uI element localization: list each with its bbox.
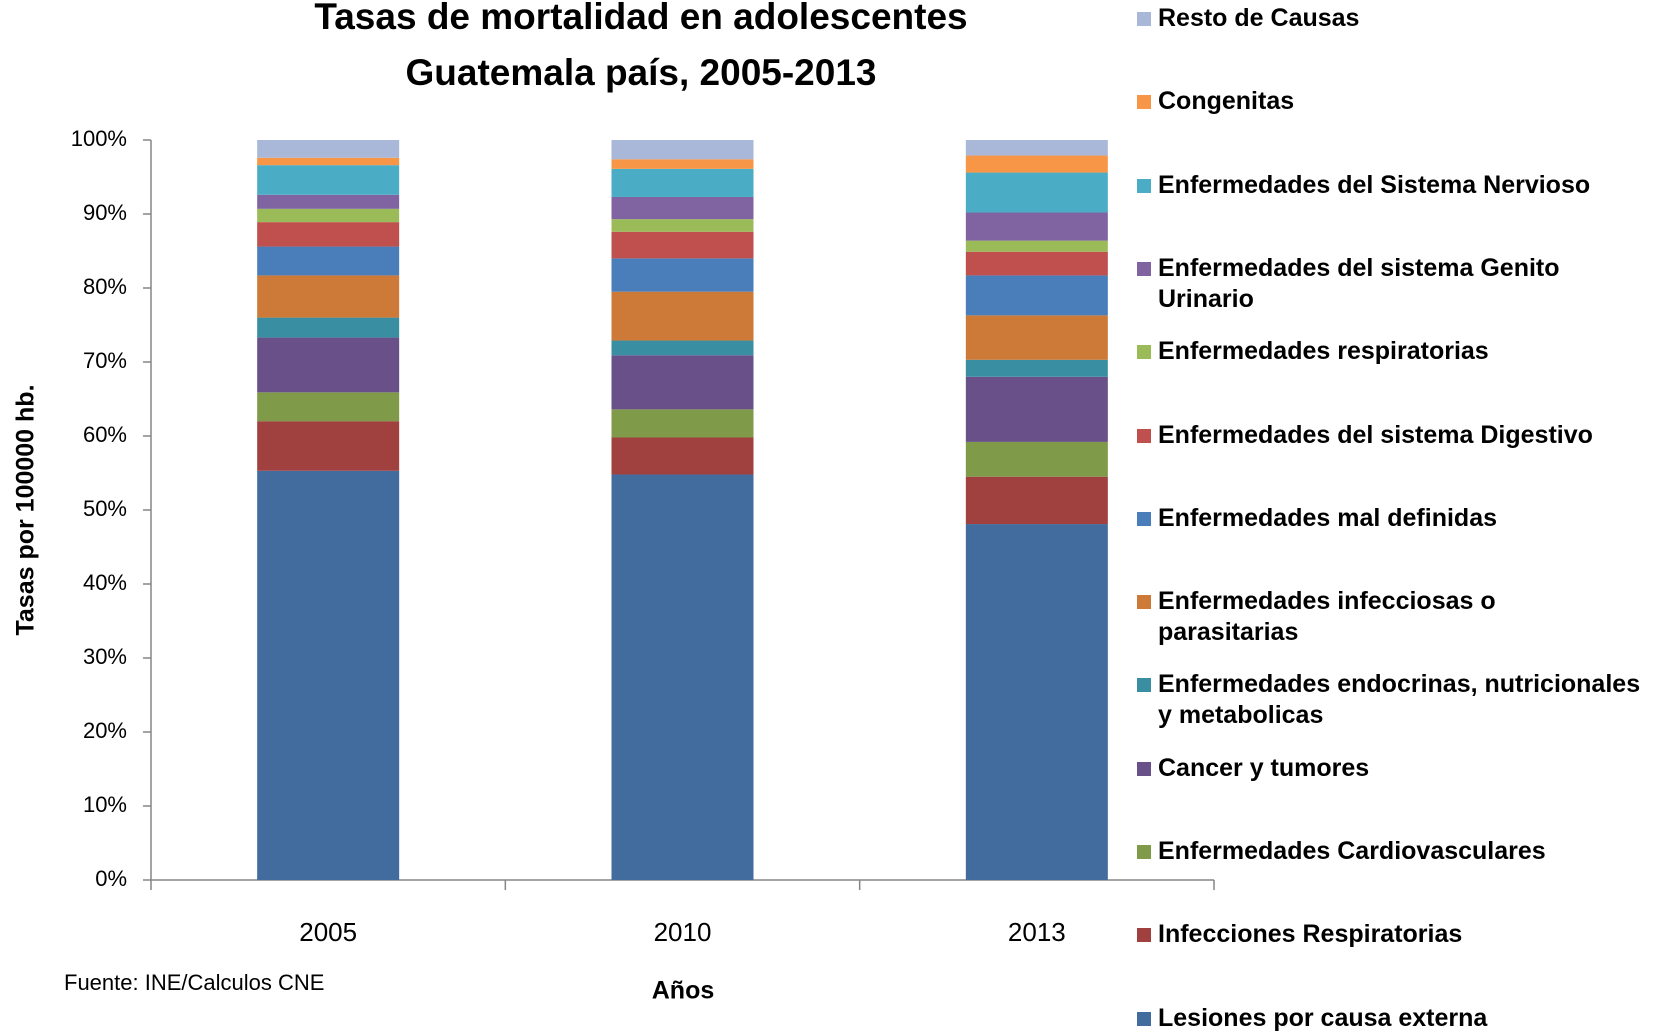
bar-segment — [611, 196, 754, 220]
legend-label: Resto de Causas — [1158, 4, 1360, 32]
x-tick-label: 2010 — [654, 917, 712, 947]
bar-segment — [965, 172, 1108, 213]
legend-item: Resto de Causas — [1137, 3, 1642, 34]
legend-item: Enfermedades Cardiovasculares — [1137, 836, 1642, 867]
legend-label: Enfermedades respiratorias — [1158, 337, 1489, 366]
bar-segment — [965, 441, 1108, 477]
legend-label: Infecciones Respiratorias — [1158, 920, 1463, 949]
legend-swatch — [1137, 12, 1151, 26]
y-axis-title: Tasas por 100000 hb. — [12, 384, 40, 635]
legend-label: Enfermedades endocrinas, nutricionales y… — [1158, 670, 1641, 730]
legend-label: Cancer y tumores — [1158, 753, 1370, 782]
legend-swatch — [1137, 428, 1151, 443]
legend-item: Infecciones Respiratorias — [1137, 919, 1642, 950]
legend-swatch — [1137, 178, 1151, 193]
legend-label: Enfermedades infecciosas o parasitarias — [1158, 587, 1496, 647]
bar-segment — [965, 240, 1108, 252]
bar-segment — [965, 275, 1108, 316]
bar-segment — [257, 222, 400, 247]
legend-item: Cancer y tumores — [1137, 753, 1642, 784]
bar-segment — [611, 409, 754, 438]
legend-label: Enfermedades del Sistema Nervioso — [1158, 170, 1591, 199]
bar-segment — [611, 168, 754, 197]
bar-segment — [965, 212, 1108, 241]
y-tick-label: 20% — [83, 718, 127, 743]
bar-segment — [257, 275, 400, 318]
bar-segment — [965, 476, 1108, 525]
bar-segment — [611, 159, 754, 169]
bar-segment — [611, 219, 754, 232]
bar-segment — [257, 140, 400, 158]
bar-segment — [611, 355, 754, 410]
x-axis-title: Años — [652, 977, 715, 1005]
bar-segment — [965, 155, 1108, 173]
y-tick-label: 30% — [83, 644, 127, 669]
legend-swatch — [1137, 928, 1151, 943]
y-tick-label: 40% — [83, 570, 127, 595]
bar-segment — [257, 421, 400, 471]
chart-subtitle: Guatemala país, 2005-2013 — [405, 52, 876, 93]
y-tick-label: 10% — [83, 792, 127, 817]
bar-segment — [611, 258, 754, 292]
bar-segment — [257, 194, 400, 209]
legend-item: Enfermedades endocrinas, nutricionales y… — [1137, 669, 1642, 731]
bar-segment — [611, 340, 754, 356]
legend-item: Enfermedades mal definidas — [1137, 503, 1642, 534]
bar-segment — [965, 524, 1108, 880]
legend-swatch — [1137, 95, 1151, 110]
legend-item: Enfermedades del Sistema Nervioso — [1137, 170, 1642, 201]
y-tick-label: 50% — [83, 496, 127, 521]
legend-swatch — [1137, 261, 1151, 276]
bar-segment — [611, 231, 754, 259]
legend-item: Lesiones por causa externa — [1137, 1003, 1642, 1034]
x-tick-label: 2013 — [1008, 917, 1066, 947]
bar-segment — [611, 291, 754, 341]
legend-item: Congenitas — [1137, 86, 1642, 117]
bar-segment — [257, 470, 400, 880]
legend-swatch — [1137, 1011, 1151, 1026]
y-tick-label: 90% — [83, 200, 127, 225]
legend-item: Enfermedades infecciosas o parasitarias — [1137, 586, 1642, 648]
legend-swatch — [1137, 761, 1151, 776]
y-tick-label: 100% — [71, 126, 127, 151]
bar-segment — [611, 140, 754, 160]
x-tick-label: 2005 — [299, 917, 357, 947]
bar-segment — [257, 337, 400, 393]
bar-segment — [611, 437, 754, 475]
source-note: Fuente: INE/Calculos CNE — [64, 970, 324, 995]
legend-label: Enfermedades Cardiovasculares — [1158, 837, 1546, 865]
bar-segment — [257, 157, 400, 166]
legend-swatch — [1137, 595, 1151, 610]
legend-item: Enfermedades del sistema Digestivo — [1137, 420, 1642, 451]
y-tick-label: 70% — [83, 348, 127, 373]
bar-segment — [257, 392, 400, 422]
legend-label: Lesiones por causa externa — [1158, 1003, 1488, 1032]
legend-item: Enfermedades del sistema Genito Urinario — [1137, 253, 1642, 315]
bar-segment — [965, 251, 1108, 276]
y-tick-label: 80% — [83, 274, 127, 299]
bar-segment — [965, 140, 1108, 156]
legend-label: Enfermedades del sistema Genito Urinario — [1158, 253, 1560, 313]
legend-swatch — [1137, 511, 1151, 526]
legend-swatch — [1137, 345, 1151, 360]
bar-segment — [257, 208, 400, 223]
bar-segment — [611, 474, 754, 880]
bar-segment — [965, 376, 1108, 442]
legend-swatch — [1137, 845, 1151, 859]
bar-segment — [257, 317, 400, 338]
y-tick-label: 60% — [83, 422, 127, 447]
bar-segment — [257, 246, 400, 276]
bar-segment — [257, 165, 400, 195]
y-tick-label: 0% — [95, 866, 127, 891]
legend-swatch — [1137, 678, 1151, 693]
chart-title: Tasas de mortalidad en adolescentes — [314, 0, 967, 37]
legend-label: Congenitas — [1158, 87, 1295, 116]
bar-segment — [965, 315, 1108, 360]
legend-label: Enfermedades mal definidas — [1158, 503, 1498, 532]
legend-label: Enfermedades del sistema Digestivo — [1158, 420, 1593, 449]
legend-item: Enfermedades respiratorias — [1137, 336, 1642, 367]
bar-segment — [965, 359, 1108, 377]
